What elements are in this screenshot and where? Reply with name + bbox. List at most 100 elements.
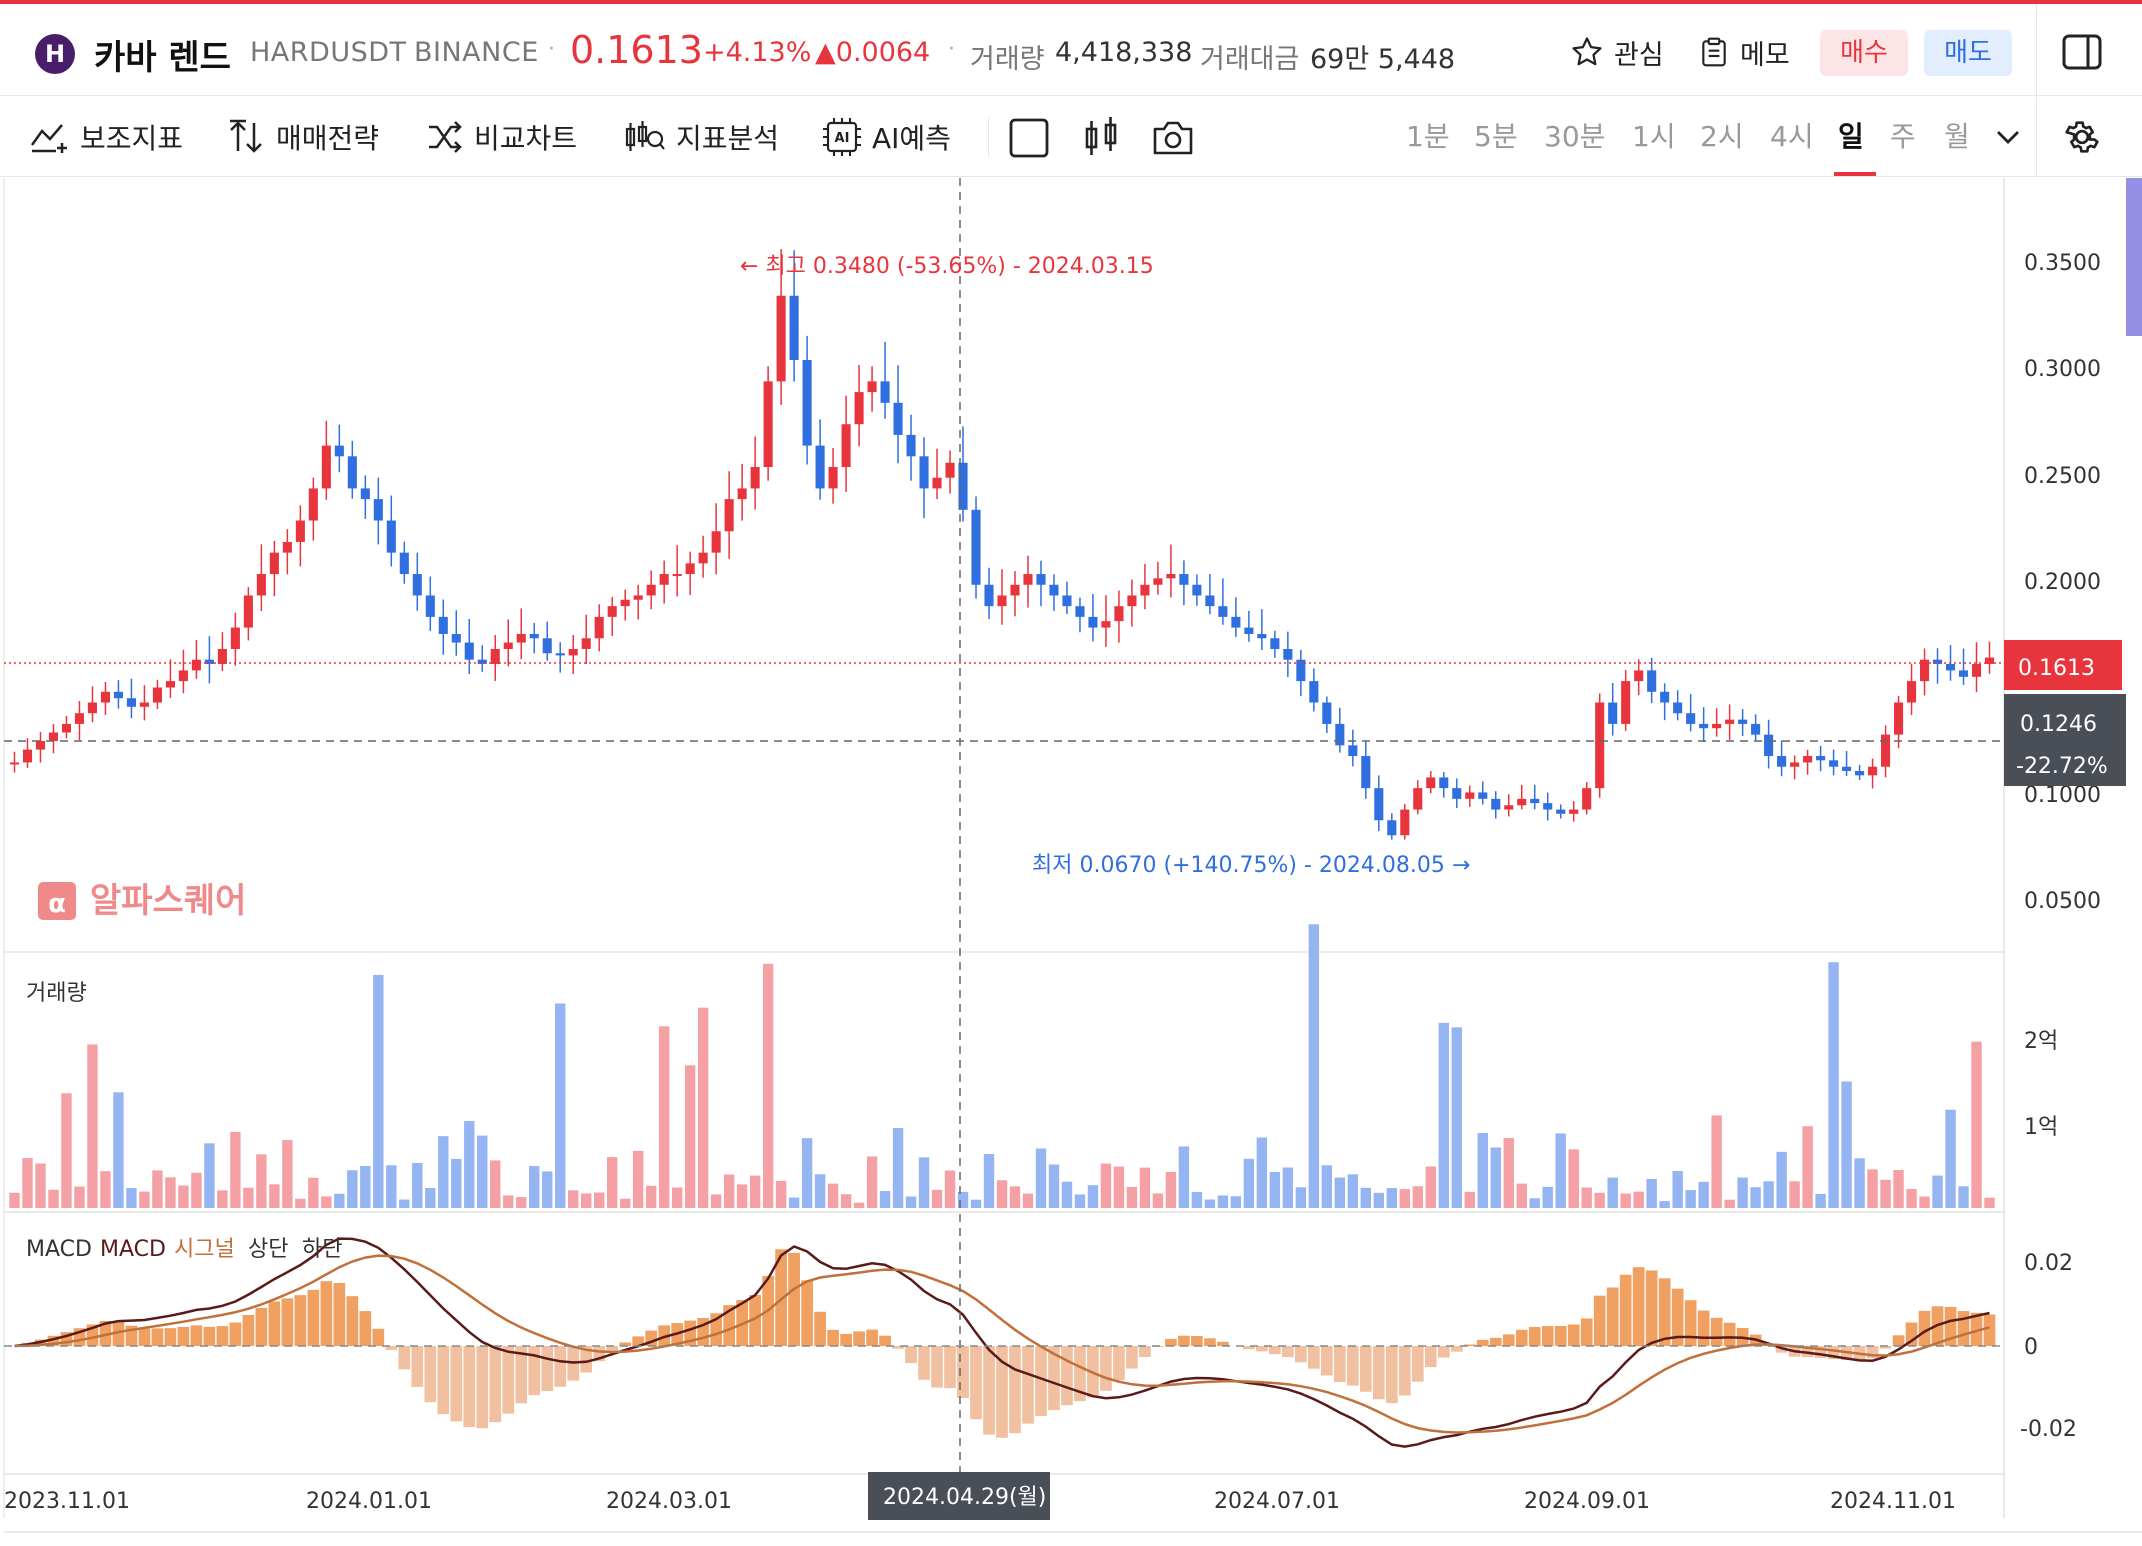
- low-annotation: 최저 0.0670 (+140.75%) - 2024.08.05 →: [1032, 853, 1470, 878]
- sell-button[interactable]: 매도: [1924, 30, 2012, 76]
- date-tick: 2024.03.01: [606, 1489, 732, 1514]
- macd-histogram-bar: [593, 1346, 606, 1362]
- candle-body: [477, 659, 487, 664]
- volume-bar: [1139, 1167, 1151, 1208]
- macd-histogram-bar: [840, 1333, 852, 1346]
- candle-body: [438, 616, 448, 634]
- volume-bar: [1581, 1187, 1592, 1208]
- macd-histogram-bar: [502, 1346, 515, 1414]
- macd-histogram-bar: [177, 1326, 190, 1346]
- volume-bar: [1321, 1165, 1333, 1208]
- macd-histogram-bar: [398, 1346, 411, 1370]
- candle-body: [1582, 788, 1592, 810]
- camera-icon[interactable]: [1152, 117, 1194, 157]
- timeframe-2h[interactable]: 2시: [1700, 120, 1744, 153]
- crosshair-date-tag: [868, 1472, 1050, 1520]
- volume-bar: [334, 1193, 345, 1208]
- date-tick: 2024.07.01: [1214, 1489, 1340, 1514]
- macd-histogram-bar: [229, 1322, 242, 1346]
- strategy-button[interactable]: 매매전략: [228, 115, 379, 159]
- candle-body: [1322, 702, 1332, 724]
- candle-body: [763, 381, 773, 468]
- macd-tick: -0.02: [2020, 1417, 2077, 1442]
- candle-body: [282, 541, 292, 553]
- macd-histogram-bar: [346, 1296, 359, 1346]
- volume-bar: [230, 1131, 241, 1208]
- macd-histogram-bar: [827, 1329, 839, 1346]
- macd-histogram-bar: [775, 1249, 787, 1346]
- scrollbar-thumb[interactable]: [2126, 178, 2142, 336]
- macd-histogram-bar: [125, 1325, 138, 1346]
- macd-line: [14, 1237, 1990, 1448]
- price-chart[interactable]: 0.3500 0.3000 0.2500 0.2000 0.1000 0.050…: [0, 178, 2142, 1546]
- candle-body: [126, 698, 136, 707]
- amount-label: 거래대금: [1200, 44, 1300, 75]
- macd-histogram-bar: [749, 1294, 761, 1346]
- volume-bar: [1906, 1188, 1917, 1208]
- volume-bar: [1386, 1188, 1398, 1208]
- timeframe-5m[interactable]: 5분: [1474, 120, 1518, 153]
- volume-bar: [931, 1189, 943, 1208]
- macd-histogram-bar: [47, 1335, 60, 1346]
- timeframe-1m[interactable]: 1분: [1406, 120, 1450, 153]
- candle-body: [1790, 762, 1800, 767]
- candle-body: [204, 659, 214, 664]
- volume-bar: [905, 1196, 917, 1208]
- timeframe-day[interactable]: 일: [1838, 120, 1864, 153]
- macd-histogram-bar: [1061, 1346, 1073, 1406]
- candle-magnifier-icon: [625, 121, 665, 151]
- candle-body: [334, 445, 344, 457]
- candle-body: [1114, 606, 1124, 622]
- candle-body: [1140, 584, 1150, 596]
- volume-bar: [970, 1199, 982, 1208]
- timeframe-4h[interactable]: 4시: [1770, 120, 1814, 153]
- macd-histogram-bar: [1022, 1346, 1034, 1424]
- macd-legend-upper: 상단: [248, 1237, 288, 1262]
- candle-body: [1036, 574, 1046, 585]
- chart-area[interactable]: 0.3500 0.3000 0.2500 0.2000 0.1000 0.050…: [0, 178, 2142, 1546]
- volume-bar: [152, 1170, 163, 1208]
- ai-prediction-button[interactable]: AI AI예측: [822, 115, 951, 159]
- macd-histogram-bar: [1372, 1346, 1385, 1400]
- analysis-label: 지표분석: [676, 122, 780, 155]
- indicator-analysis-button[interactable]: 지표분석: [624, 115, 779, 159]
- volume-bar: [347, 1170, 358, 1208]
- volume-bar: [1282, 1167, 1294, 1208]
- candle-body: [1621, 681, 1631, 724]
- candle-body: [516, 634, 526, 643]
- memo-button[interactable]: 메모: [1698, 30, 1790, 74]
- candlestick-type-icon[interactable]: [1082, 115, 1122, 161]
- layout-square-icon[interactable]: [1008, 117, 1050, 159]
- timeframe-30m[interactable]: 30분: [1544, 120, 1606, 153]
- volume-bar: [697, 1007, 709, 1208]
- candle-body: [620, 599, 630, 607]
- candle-body: [1595, 702, 1605, 789]
- gear-icon[interactable]: [2062, 117, 2102, 157]
- candle-body: [1777, 756, 1787, 767]
- volume-bar: [710, 1194, 722, 1208]
- macd-histogram-bar: [1217, 1341, 1229, 1346]
- watchlist-button[interactable]: 관심: [1570, 30, 1664, 74]
- volume-bar: [1269, 1171, 1281, 1208]
- crosshair-pct-text: -22.72%: [2016, 754, 2108, 779]
- side-panel-icon[interactable]: [2062, 34, 2102, 70]
- timeframe-1h[interactable]: 1시: [1632, 120, 1676, 153]
- volume-bar: [555, 1003, 566, 1208]
- volume-bar: [1802, 1126, 1813, 1208]
- compare-chart-button[interactable]: 비교차트: [426, 115, 577, 159]
- macd-histogram-bar: [1450, 1346, 1463, 1352]
- candle-body: [1179, 574, 1189, 585]
- candle-body: [646, 584, 656, 596]
- timeframe-month[interactable]: 월: [1944, 120, 1970, 153]
- crosshair-price-tag: [2004, 694, 2126, 786]
- chevron-down-icon[interactable]: [1994, 127, 2022, 147]
- volume-bar: [594, 1192, 605, 1208]
- timeframe-week[interactable]: 주: [1890, 120, 1916, 153]
- indicators-button[interactable]: 보조지표: [30, 115, 183, 159]
- buy-button[interactable]: 매수: [1820, 30, 1908, 76]
- macd-histogram-bar: [931, 1346, 943, 1388]
- volume-bar: [516, 1197, 527, 1208]
- volume-bar: [1594, 1192, 1605, 1208]
- volume-bar: [35, 1163, 46, 1208]
- candle-body: [750, 467, 760, 489]
